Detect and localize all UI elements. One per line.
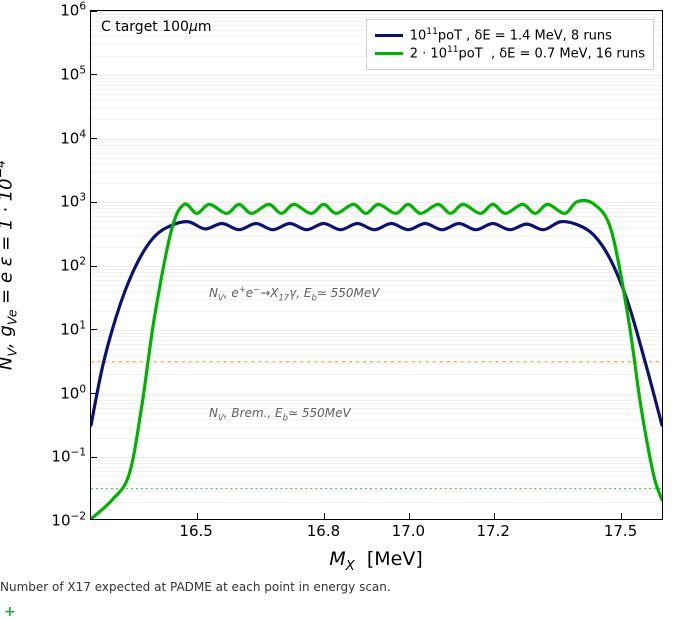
legend-label: 2 · 1011poT , δE = 0.7 MeV, 16 runs bbox=[410, 45, 645, 61]
series-2e11 bbox=[91, 200, 662, 519]
figure-wrap: NV, gVe = e ε = 1 · 10−4 NV, e+e−→X17γ, … bbox=[0, 0, 688, 620]
y-tick-label: 102 bbox=[60, 256, 86, 275]
x-tick-label: 17.0 bbox=[392, 522, 425, 540]
footer-plus-icon: + bbox=[4, 604, 16, 620]
y-axis-label: NV, gVe = e ε = 1 · 10−4 bbox=[0, 160, 19, 370]
x-tick-label: 17.2 bbox=[477, 522, 510, 540]
annot-res: NV, e+e−→X17γ, Eb≃ 550MeV bbox=[209, 284, 380, 302]
x-tick-label: 17.5 bbox=[604, 522, 637, 540]
plot-title: C target 100μm bbox=[101, 19, 212, 35]
annot-brem: NV, Brem., Eb≃ 550MeV bbox=[209, 406, 351, 422]
series-1e11 bbox=[91, 222, 662, 426]
y-tick-label: 105 bbox=[60, 64, 86, 83]
legend-row: 1011poT , δE = 1.4 MeV, 8 runs bbox=[375, 27, 645, 43]
legend-swatch bbox=[375, 52, 403, 55]
y-tick-label: 10−2 bbox=[51, 511, 86, 530]
curves-svg bbox=[91, 11, 662, 519]
y-tick-label: 104 bbox=[60, 128, 86, 147]
legend-row: 2 · 1011poT , δE = 0.7 MeV, 16 runs bbox=[375, 45, 645, 61]
caption: Number of X17 expected at PADME at each … bbox=[0, 580, 391, 594]
legend-swatch bbox=[375, 34, 403, 37]
x-tick-label: 16.8 bbox=[307, 522, 340, 540]
y-tick-label: 103 bbox=[60, 192, 86, 211]
plot-area: NV, e+e−→X17γ, Eb≃ 550MeV NV, Brem., Eb≃ … bbox=[90, 10, 663, 520]
legend: 1011poT , δE = 1.4 MeV, 8 runs 2 · 1011po… bbox=[366, 19, 654, 70]
y-tick-label: 10−1 bbox=[51, 447, 86, 466]
y-tick-label: 106 bbox=[60, 1, 86, 20]
x-axis-label: MX [MeV] bbox=[329, 548, 423, 574]
y-tick-label: 100 bbox=[60, 383, 86, 402]
x-tick-label: 16.5 bbox=[179, 522, 212, 540]
y-tick-label: 101 bbox=[60, 319, 86, 338]
legend-label: 1011poT , δE = 1.4 MeV, 8 runs bbox=[410, 27, 612, 43]
